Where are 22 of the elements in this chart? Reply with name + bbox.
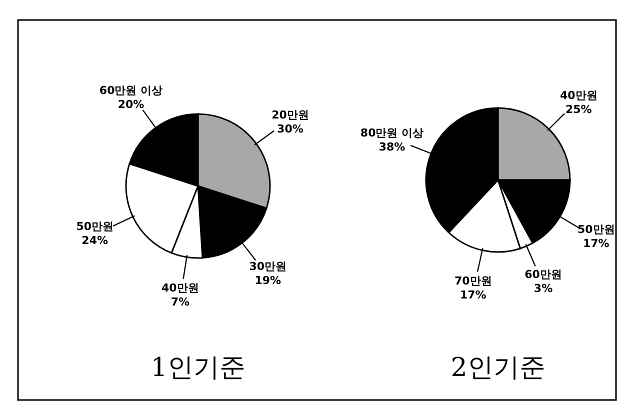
data-label: 7% <box>170 296 190 309</box>
slice-label: 20만원 <box>272 108 309 122</box>
slice-label: 80만원 이상 <box>360 126 424 140</box>
slice-label: 40만원 <box>162 282 199 295</box>
text: 2인기준 <box>450 353 546 383</box>
slice-label: 30만원 <box>249 260 287 273</box>
data-label: 17% <box>460 288 486 302</box>
data-label: 17% <box>582 236 610 250</box>
text: 1인기준 <box>150 353 246 383</box>
data-label: 3% <box>534 282 553 295</box>
slice-label: 50만원 <box>76 220 114 233</box>
data-label: 19% <box>254 274 282 287</box>
data-label: 38% <box>378 140 406 154</box>
data-label: 30% <box>277 122 304 136</box>
slice-label: 70만원 <box>454 274 492 288</box>
data-label: 24% <box>82 234 108 247</box>
slice-label: 50만원 <box>577 222 615 236</box>
slice-label: 40만원 <box>560 89 598 102</box>
slice-label: 60만원 이상 <box>99 84 163 98</box>
data-label: 25% <box>565 103 592 116</box>
slice-label: 60만원 <box>524 268 562 281</box>
data-label: 20% <box>118 98 144 112</box>
